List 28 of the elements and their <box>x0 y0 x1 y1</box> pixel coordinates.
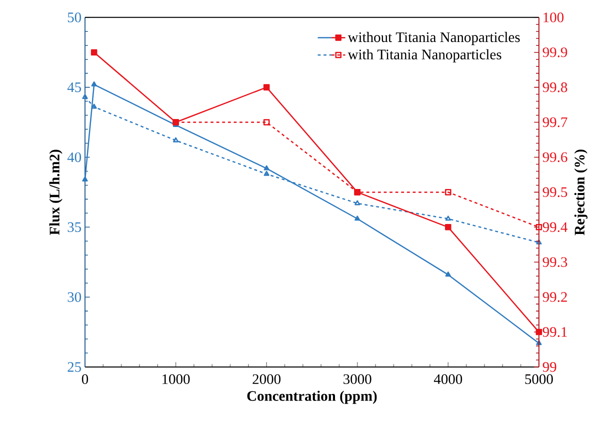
y-tick-label: 40 <box>67 152 82 162</box>
x-tick-label: 0 <box>82 374 88 384</box>
y-tick-label: 30 <box>68 292 82 302</box>
x-tick-label: 2000 <box>252 374 281 384</box>
y2-tick-label: 99.1 <box>542 327 567 338</box>
y-tick-label: 35 <box>68 222 82 232</box>
x-tick-label: 4000 <box>434 374 462 384</box>
x-tick-label: 5000 <box>525 374 553 384</box>
x-axis-title: Concentration (ppm) <box>247 390 377 404</box>
y-axis-title: Flux (L/h.m2) <box>49 150 62 236</box>
y2-tick-label: 99 <box>542 362 556 372</box>
legend-label: with Titania Nanoparticles <box>348 49 502 62</box>
y2-tick-label: 99.4 <box>542 222 568 232</box>
y2-axis-title: Rejection (%) <box>574 150 588 236</box>
legend-label: without Titania Nanoparticles <box>348 32 520 46</box>
y2-tick-label: 99.5 <box>542 187 568 198</box>
y2-tick-label: 100 <box>544 12 564 22</box>
y2-tick-label: 99.8 <box>542 82 568 92</box>
y2-tick-label: 99.2 <box>542 292 567 302</box>
x-tick-label: 1000 <box>162 374 190 384</box>
y2-tick-label: 99.9 <box>542 48 568 58</box>
y2-tick-label: 99.3 <box>542 257 568 268</box>
y2-tick-label: 99.6 <box>542 152 568 162</box>
y2-tick-label: 99.7 <box>542 117 568 128</box>
x-tick-label: 3000 <box>344 374 372 384</box>
y-tick-label: 45 <box>67 82 82 92</box>
y-tick-label: 50 <box>68 12 82 22</box>
y-tick-label: 25 <box>68 362 82 372</box>
